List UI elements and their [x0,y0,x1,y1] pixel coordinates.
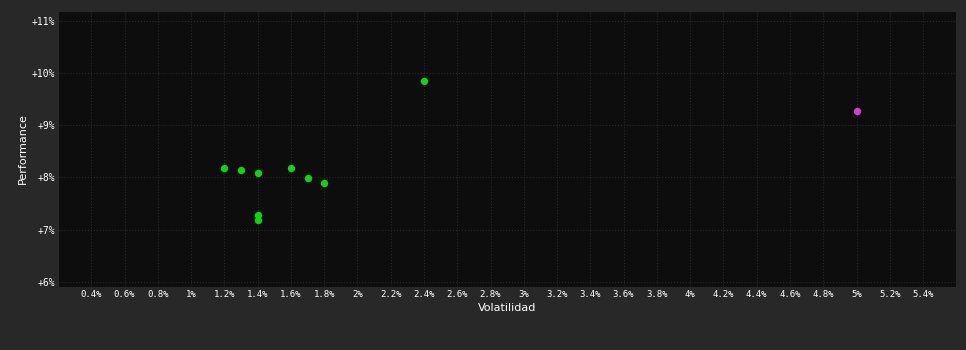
Point [283,165,298,171]
Y-axis label: Performance: Performance [17,113,27,184]
X-axis label: Volatilidad: Volatilidad [478,303,536,313]
Point [250,212,266,218]
Point [299,176,315,181]
Point [416,78,432,84]
Point [216,165,232,171]
Point [233,167,248,173]
Point [250,217,266,223]
Point [317,180,332,186]
Point [250,170,266,176]
Point [849,108,865,113]
